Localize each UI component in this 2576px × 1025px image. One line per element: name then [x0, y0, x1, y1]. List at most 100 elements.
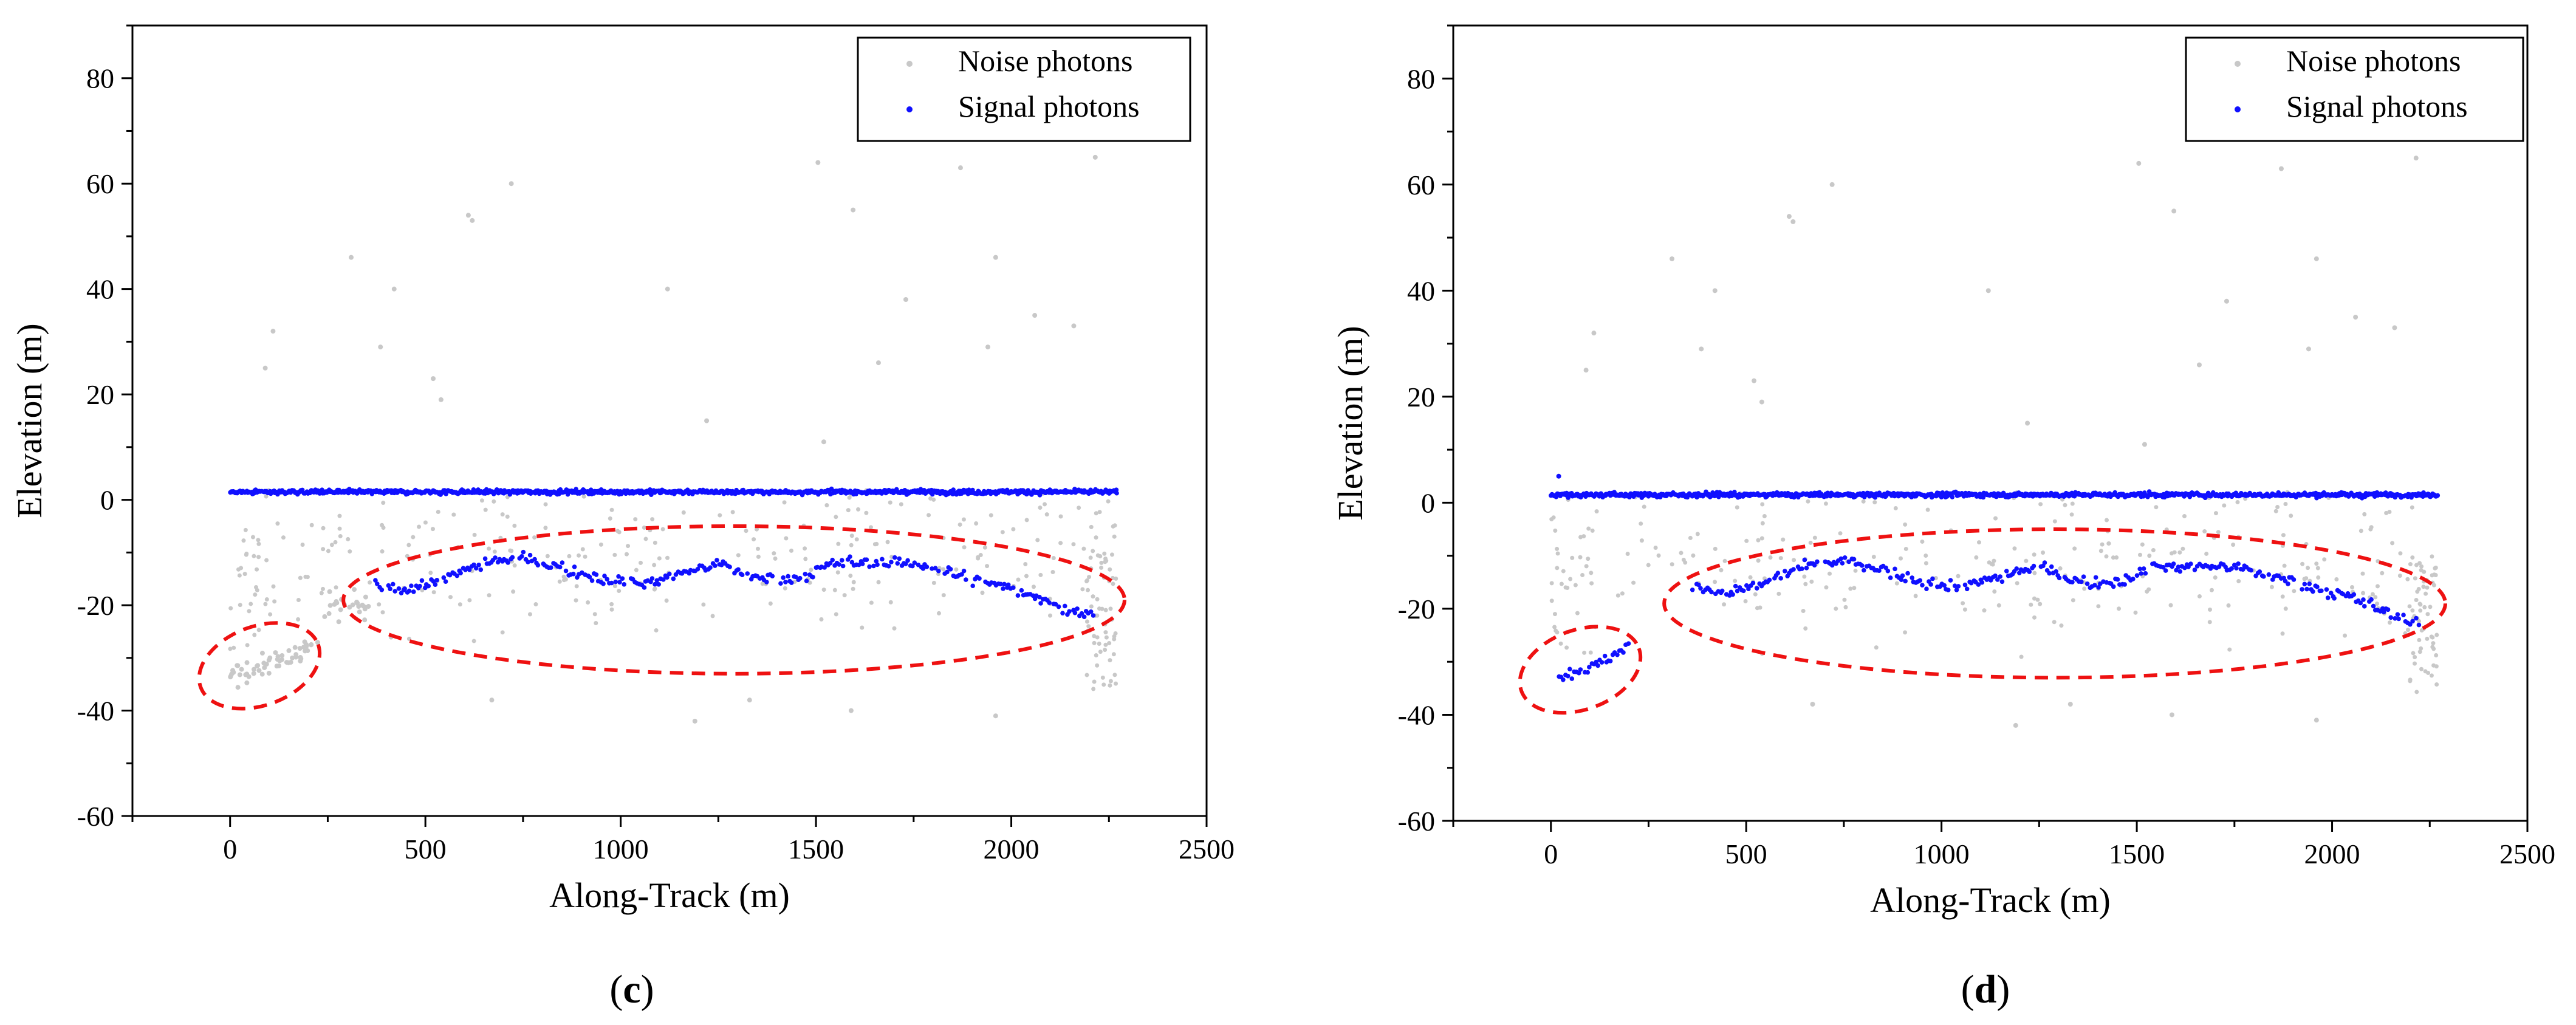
- signal-photon: [848, 554, 852, 559]
- signal-photon: [875, 562, 880, 567]
- noise-photon: [730, 510, 735, 515]
- noise-photon: [337, 526, 342, 531]
- signal-photon: [2361, 597, 2366, 602]
- signal-photon: [1621, 650, 1626, 655]
- noise-photon: [1553, 528, 1558, 533]
- noise-photon: [665, 286, 670, 292]
- signal-photon: [617, 580, 622, 584]
- signal-photon: [2371, 603, 2376, 609]
- signal-photon: [910, 563, 915, 569]
- signal-photon: [2369, 597, 2374, 602]
- noise-photon: [1092, 640, 1097, 645]
- noise-photon: [1552, 612, 1557, 617]
- noise-photon: [2202, 529, 2207, 534]
- noise-photon: [1756, 538, 1761, 543]
- noise-photon: [574, 598, 578, 603]
- noise-photon: [782, 500, 787, 505]
- noise-photon: [423, 520, 428, 525]
- noise-photon: [298, 575, 303, 580]
- noise-photon: [228, 606, 233, 611]
- signal-photon: [1696, 582, 1701, 588]
- noise-photon: [1101, 682, 1106, 687]
- y-tick-label: 80: [86, 63, 114, 94]
- noise-photon: [2140, 542, 2145, 547]
- noise-photon: [1809, 579, 1814, 584]
- chart-panel-d: 0 500 1000 1500 2000 2500 -60 -40 -20 0 20 40 60 80 Al…: [1331, 24, 2555, 1012]
- noise-photon: [2209, 588, 2214, 592]
- noise-photon: [543, 526, 548, 530]
- noise-photon: [1872, 500, 1877, 505]
- noise-photon: [653, 540, 657, 545]
- noise-photon: [2032, 552, 2036, 557]
- noise-photon: [1108, 658, 1112, 663]
- noise-photon: [448, 595, 453, 600]
- noise-photon: [2213, 575, 2218, 580]
- noise-photon: [1089, 604, 1094, 609]
- noise-photon: [1670, 562, 1674, 567]
- y-axis-label: Elevation (m): [1331, 326, 1370, 521]
- noise-photon: [654, 628, 659, 632]
- signal-photon: [1567, 667, 1572, 671]
- signal-photon: [2177, 569, 2183, 574]
- signal-photon: [458, 571, 463, 575]
- noise-photon: [834, 612, 838, 617]
- noise-photon: [1558, 641, 1563, 646]
- noise-photon: [1095, 663, 1100, 668]
- signal-photon: [1114, 490, 1119, 496]
- signal-photon: [1587, 665, 1592, 670]
- noise-photon: [974, 521, 979, 526]
- noise-photon: [985, 564, 990, 569]
- signal-photon: [745, 571, 750, 576]
- noise-photon: [505, 514, 510, 519]
- signal-photon: [1556, 473, 1561, 479]
- noise-photon: [1088, 555, 1093, 560]
- noise-photon: [1582, 650, 1587, 655]
- panel-label: (c): [609, 967, 654, 1012]
- noise-photon: [2098, 549, 2103, 554]
- noise-photon: [264, 494, 269, 499]
- signal-photon: [2236, 561, 2241, 566]
- noise-photon: [333, 540, 338, 544]
- noise-photon: [1098, 650, 1103, 654]
- noise-photon: [251, 667, 256, 672]
- signal-photon: [1962, 582, 1968, 588]
- noise-photon: [1712, 288, 1718, 293]
- noise-photon: [2314, 561, 2319, 566]
- noise-photon: [1670, 256, 1675, 261]
- noise-photon: [2407, 604, 2412, 609]
- noise-photon: [657, 556, 662, 561]
- noise-photon: [1578, 555, 1583, 560]
- signal-photon: [1905, 571, 1910, 576]
- noise-photon: [492, 549, 497, 554]
- signal-photon: [2093, 575, 2098, 580]
- signal-photon: [714, 558, 719, 563]
- signal-photon: [1920, 583, 1925, 588]
- noise-photon: [2434, 682, 2439, 687]
- noise-photon: [809, 567, 814, 572]
- noise-photon: [874, 541, 879, 546]
- noise-photon: [2117, 606, 2122, 611]
- noise-photon: [2306, 566, 2311, 571]
- signal-photon: [594, 572, 599, 577]
- noise-photon: [1058, 514, 1063, 519]
- noise-photon: [1106, 499, 1111, 504]
- noise-photon: [2414, 597, 2419, 602]
- signal-photon: [402, 586, 407, 591]
- noise-photon: [888, 500, 892, 505]
- noise-photon: [1032, 313, 1038, 318]
- signal-photon: [406, 588, 412, 594]
- signal-photon: [959, 572, 964, 577]
- noise-photon: [1852, 586, 1857, 591]
- noise-photon: [267, 655, 273, 660]
- signal-photon: [661, 577, 666, 582]
- signal-photon: [837, 562, 841, 567]
- signal-photon: [1056, 604, 1061, 609]
- noise-photon: [275, 521, 280, 526]
- noise-photon: [2370, 592, 2375, 597]
- signal-photon: [970, 583, 975, 589]
- noise-photon: [2358, 529, 2363, 533]
- noise-photon: [2433, 572, 2438, 577]
- signal-photon: [411, 589, 416, 594]
- signal-photon: [433, 582, 438, 588]
- signal-photon: [2388, 615, 2393, 620]
